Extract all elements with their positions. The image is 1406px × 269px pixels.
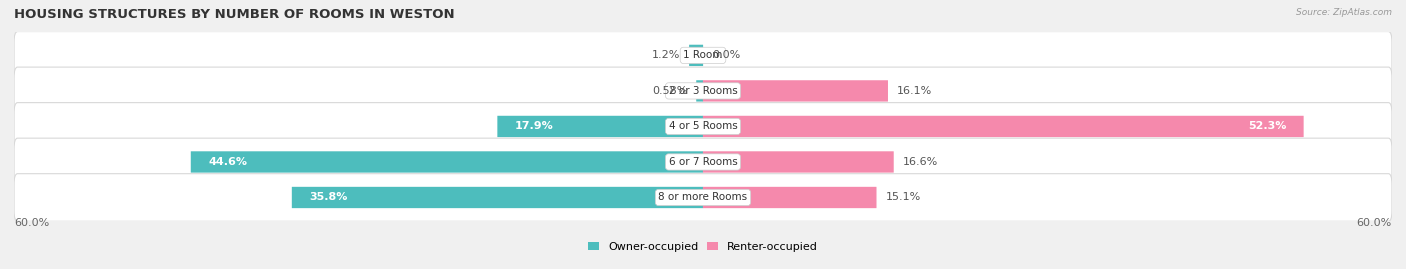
FancyBboxPatch shape [14, 31, 1392, 79]
FancyBboxPatch shape [696, 80, 703, 102]
Text: 6 or 7 Rooms: 6 or 7 Rooms [669, 157, 737, 167]
FancyBboxPatch shape [292, 187, 703, 208]
Text: 2 or 3 Rooms: 2 or 3 Rooms [669, 86, 737, 96]
Text: 8 or more Rooms: 8 or more Rooms [658, 193, 748, 203]
Text: 60.0%: 60.0% [14, 218, 49, 228]
Text: 35.8%: 35.8% [309, 193, 347, 203]
Text: 60.0%: 60.0% [1357, 218, 1392, 228]
FancyBboxPatch shape [191, 151, 703, 173]
Text: 16.1%: 16.1% [897, 86, 932, 96]
FancyBboxPatch shape [14, 67, 1392, 115]
Legend: Owner-occupied, Renter-occupied: Owner-occupied, Renter-occupied [583, 238, 823, 256]
FancyBboxPatch shape [689, 45, 703, 66]
Text: 0.58%: 0.58% [652, 86, 688, 96]
Text: Source: ZipAtlas.com: Source: ZipAtlas.com [1296, 8, 1392, 17]
Text: HOUSING STRUCTURES BY NUMBER OF ROOMS IN WESTON: HOUSING STRUCTURES BY NUMBER OF ROOMS IN… [14, 8, 454, 21]
Text: 1.2%: 1.2% [651, 50, 681, 60]
Text: 0.0%: 0.0% [713, 50, 741, 60]
FancyBboxPatch shape [14, 174, 1392, 221]
Text: 17.9%: 17.9% [515, 121, 554, 132]
FancyBboxPatch shape [14, 103, 1392, 150]
FancyBboxPatch shape [703, 116, 1303, 137]
FancyBboxPatch shape [14, 138, 1392, 186]
Text: 16.6%: 16.6% [903, 157, 938, 167]
FancyBboxPatch shape [703, 80, 889, 102]
Text: 4 or 5 Rooms: 4 or 5 Rooms [669, 121, 737, 132]
Text: 44.6%: 44.6% [208, 157, 247, 167]
FancyBboxPatch shape [703, 151, 894, 173]
Text: 1 Room: 1 Room [683, 50, 723, 60]
FancyBboxPatch shape [703, 187, 876, 208]
Text: 52.3%: 52.3% [1249, 121, 1286, 132]
FancyBboxPatch shape [498, 116, 703, 137]
Text: 15.1%: 15.1% [886, 193, 921, 203]
